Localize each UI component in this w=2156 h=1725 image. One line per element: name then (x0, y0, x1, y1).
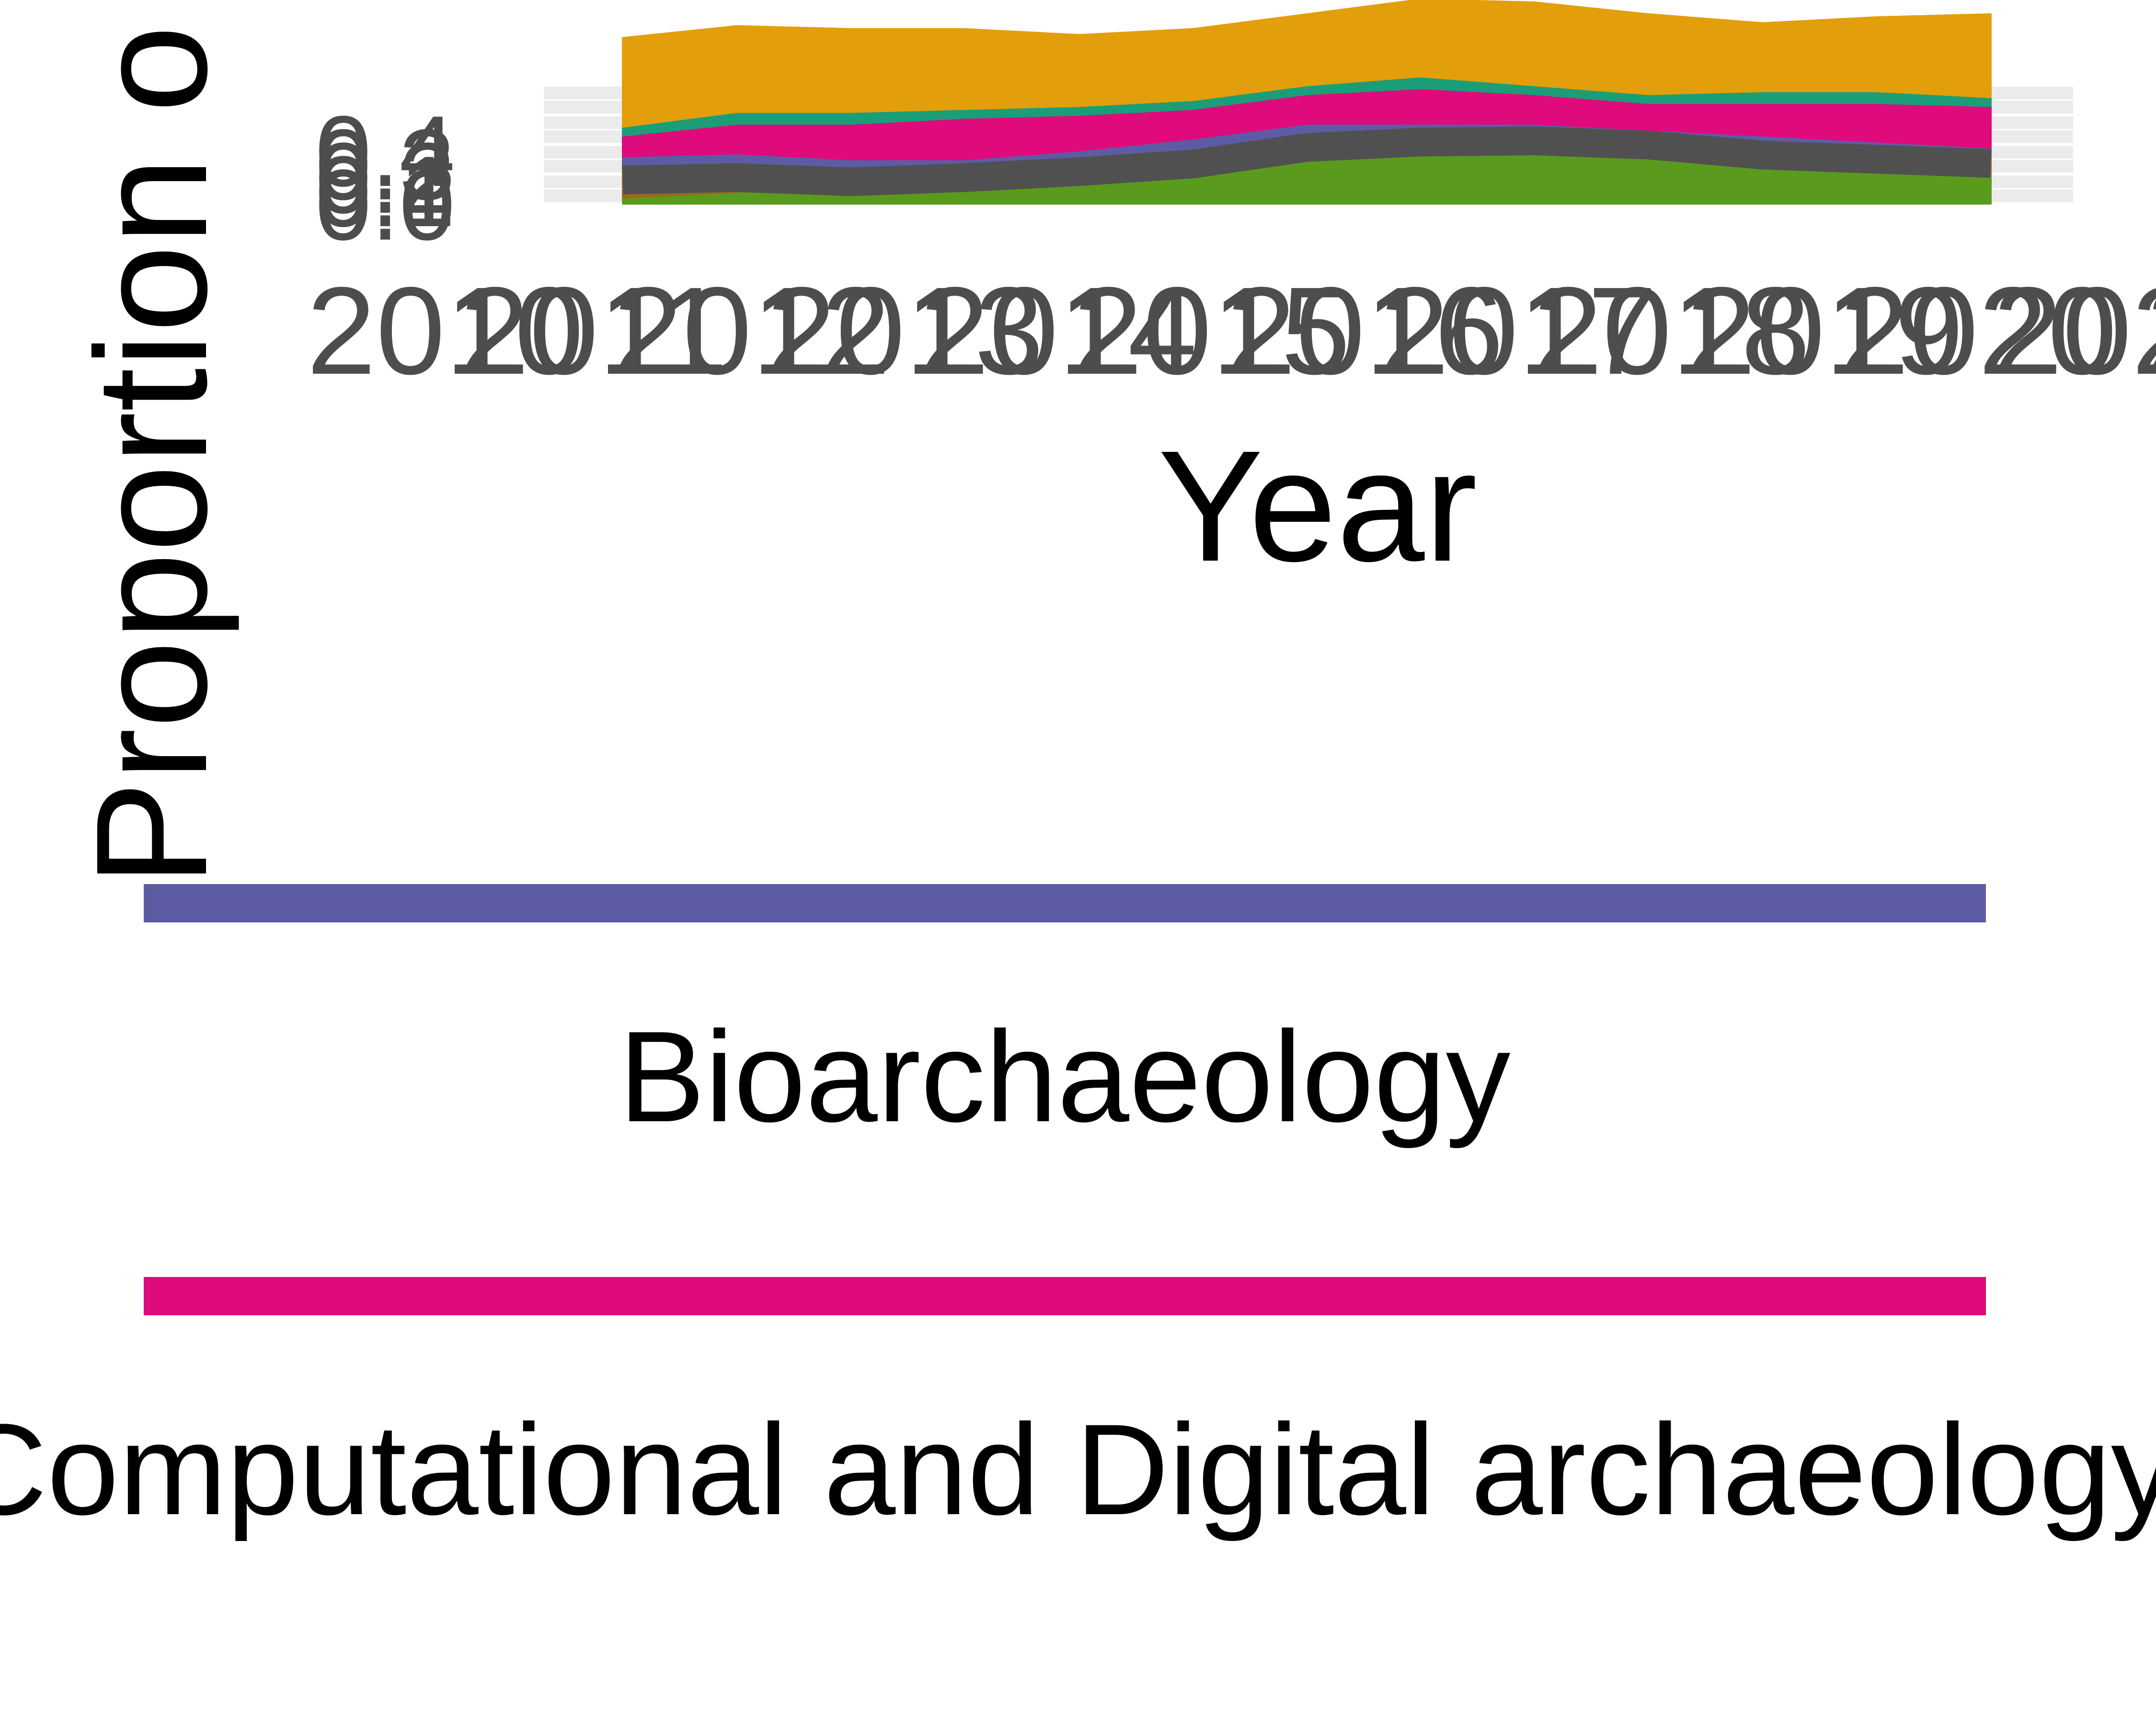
x-tick-label: 2012 (613, 262, 890, 401)
legend-swatch (144, 1277, 1986, 1315)
y-tick-label: 0.4 (315, 95, 455, 207)
legend: Bioarchaeology Computational and Digital … (0, 884, 2156, 1542)
x-tick-label: 2010 (307, 262, 584, 401)
x-tick-label: 2017 (1380, 262, 1657, 401)
areas (622, 0, 1992, 205)
y-tick-label: 0.1 (315, 135, 455, 248)
x-tick-label: 2015 (1073, 262, 1350, 401)
x-tick-label: 2011 (460, 262, 728, 401)
x-tick-label: 2016 (1227, 262, 1503, 401)
x-tick-label: 2019 (1686, 262, 1963, 401)
y-tick-label: 0.0 (315, 149, 455, 261)
y-tick-label: 0.3 (315, 108, 455, 221)
legend-label: Bioarchaeology (619, 1005, 1510, 1150)
x-tick-label: 2022 (2146, 262, 2156, 401)
legend-label: Computational and Digital archaeology (0, 1398, 2156, 1542)
x-tick-label: 2014 (920, 262, 1197, 401)
x-tick-labels: 2010201120122013201420152016201720182019… (307, 262, 2156, 401)
area-series-6 (622, 0, 1992, 128)
y-tick-labels: 0.00.10.20.30.4 (315, 95, 455, 261)
x-tick-label: 2021 (1993, 262, 2156, 401)
x-tick-label: 2013 (767, 262, 1044, 401)
y-axis-title: Proportion o (63, 25, 241, 886)
legend-swatch (144, 884, 1986, 922)
series-line (622, 126, 1992, 196)
x-tick-label: 2018 (1533, 262, 1810, 401)
x-axis-title: Year (1158, 417, 1478, 594)
x-tick-label: 2020 (1840, 262, 2117, 401)
y-tick-label: 0.2 (315, 122, 455, 234)
